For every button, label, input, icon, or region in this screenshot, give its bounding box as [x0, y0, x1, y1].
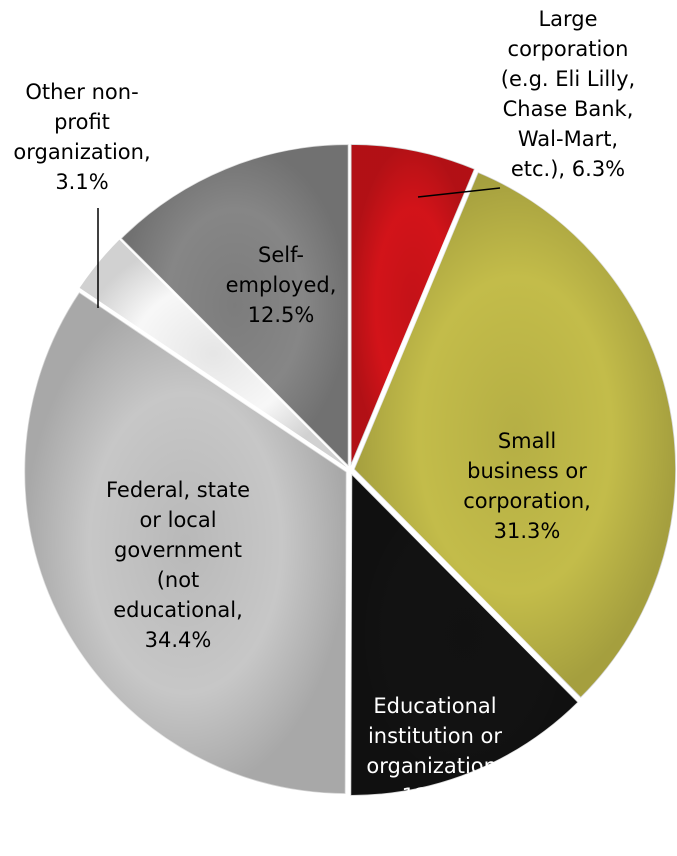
slice-label-0: Large corporation (e.g. Eli Lilly, Chase Ba… [501, 7, 635, 181]
slice-label-line: Chase Bank, [503, 97, 634, 121]
slice-label-4: Other non-profit organization, 3.1% [13, 80, 150, 194]
slice-label-line: Large [538, 7, 597, 31]
slice-label-line: (e.g. Eli Lilly, [501, 67, 635, 91]
slice-label-line: Federal, state [106, 478, 250, 502]
slice-label-line: employed, [226, 273, 337, 297]
slice-label-line: 12.5% [248, 303, 315, 327]
slice-label-line: organization, [13, 140, 150, 164]
pie-labels: Large corporation (e.g. Eli Lilly, Chase Ba… [13, 7, 635, 808]
slice-label-line: corporation [508, 37, 629, 61]
slice-label-line: government [114, 538, 242, 562]
slice-label-5: Self-employed, 12.5% [226, 243, 337, 327]
slice-label-line: 12.5% [402, 784, 469, 808]
slice-label-2: Educational institution or organization, 12… [366, 694, 503, 808]
slice-label-line: Wal-Mart, [518, 127, 618, 151]
slice-label-line: educational, [113, 598, 243, 622]
slice-label-line: 34.4% [145, 628, 212, 652]
slice-label-line: etc.), 6.3% [511, 157, 625, 181]
slice-label-line: or local [139, 508, 216, 532]
slice-label-line: 3.1% [55, 170, 108, 194]
slice-label-line: Educational [373, 694, 496, 718]
slice-label-line: institution or [368, 724, 502, 748]
slice-label-line: organization, [366, 754, 503, 778]
slice-label-line: Other non- [25, 80, 138, 104]
slice-label-line: corporation, [463, 489, 591, 513]
slice-label-line: (not [157, 568, 200, 592]
leader-line-0 [417, 187, 501, 198]
slice-label-line: Self- [258, 243, 304, 267]
slice-label-1: Small business or corporation, 31.3% [463, 429, 591, 543]
slice-label-line: profit [54, 110, 110, 134]
slice-label-3: Federal, state or local government (not educ… [106, 478, 250, 652]
slice-label-line: business or [467, 459, 587, 483]
slice-label-line: 31.3% [494, 519, 561, 543]
slice-label-line: Small [498, 429, 556, 453]
